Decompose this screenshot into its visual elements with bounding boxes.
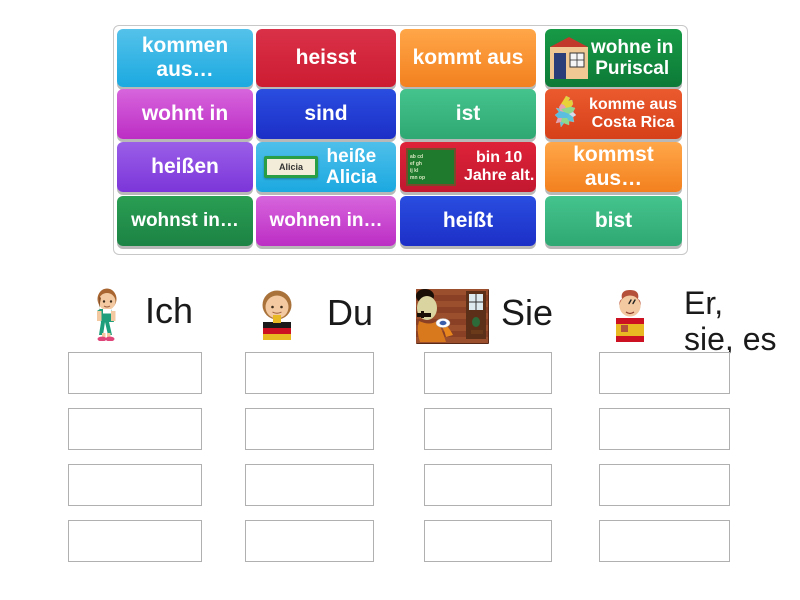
svg-text:ab cd: ab cd (410, 154, 423, 160)
svg-text:mn op: mn op (410, 175, 425, 181)
svg-text:ef gh: ef gh (410, 161, 422, 167)
svg-text:ij kl: ij kl (410, 168, 419, 174)
